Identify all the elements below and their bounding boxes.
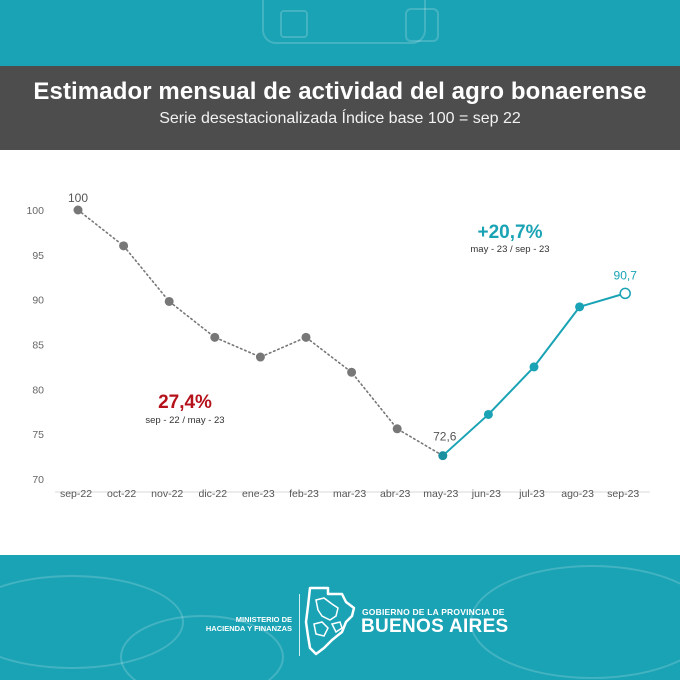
decorative-outline-icon	[405, 8, 439, 42]
chart-title: Estimador mensual de actividad del agro …	[33, 78, 647, 105]
x-tick-label: feb-23	[289, 488, 319, 500]
x-tick-label: mar-23	[333, 488, 366, 500]
decorative-outline-icon	[262, 0, 426, 44]
x-tick-label: sep-22	[60, 488, 92, 500]
y-tick-label: 95	[32, 250, 44, 262]
data-point	[619, 287, 631, 300]
data-point	[119, 241, 129, 251]
government-label: GOBIERNO DE LA PROVINCIA DE	[362, 607, 505, 617]
x-tick-label: ene-23	[242, 488, 275, 500]
x-tick-label: abr-23	[380, 488, 411, 500]
decorative-wave-icon	[470, 565, 680, 679]
data-point	[255, 352, 265, 362]
point-value-label: 72,6	[433, 430, 457, 444]
province-map-logo-icon	[304, 586, 356, 656]
x-tick-label: oct-22	[107, 488, 136, 500]
x-tick-label: may-23	[423, 488, 458, 500]
data-point	[347, 367, 357, 377]
data-point	[210, 332, 220, 342]
change-percent-annotation: 27,4%	[158, 392, 212, 413]
chart-card: 70 75 80 85 90 95 100 sep-22 oct-22 nov-22 dic-22 e…	[0, 150, 680, 555]
data-point	[575, 302, 585, 312]
y-tick-label: 85	[32, 340, 44, 352]
footer-divider	[299, 594, 300, 656]
change-period-annotation: may - 23 / sep - 23	[470, 244, 549, 255]
x-tick-label: jun-23	[471, 488, 501, 500]
top-decorative-band	[0, 0, 680, 66]
x-tick-label: dic-22	[198, 488, 227, 500]
declining-series-line	[77, 209, 444, 457]
x-tick-label: ago-23	[561, 488, 594, 500]
footer-band	[0, 555, 680, 680]
x-tick-label: nov-22	[151, 488, 183, 500]
change-percent-annotation: +20,7%	[478, 222, 543, 243]
data-point	[438, 451, 448, 461]
ministry-name: MINISTERIO DE HACIENDA Y FINANZAS	[205, 615, 292, 633]
x-tick-label: jul-23	[518, 488, 545, 500]
y-tick-label: 100	[26, 205, 44, 217]
point-value-label: 100	[68, 191, 88, 205]
chart-subtitle: Serie desestacionalizada Índice base 100…	[159, 110, 521, 127]
y-tick-label: 75	[32, 429, 44, 441]
data-point	[529, 362, 539, 372]
rising-series-line	[442, 292, 626, 457]
y-tick-label: 70	[32, 474, 44, 486]
change-period-annotation: sep - 22 / may - 23	[145, 415, 224, 426]
line-chart: 70 75 80 85 90 95 100 sep-22 oct-22 nov-22 dic-22 e…	[26, 191, 650, 500]
data-point	[164, 296, 174, 306]
decorative-outline-icon	[280, 10, 308, 38]
chart-header: Estimador mensual de actividad del agro …	[0, 66, 680, 150]
y-tick-label: 80	[32, 384, 44, 396]
province-name: BUENOS AIRES	[361, 616, 509, 637]
data-point	[301, 332, 311, 342]
x-tick-label: sep-23	[607, 488, 639, 500]
data-point	[392, 424, 402, 434]
data-point	[483, 409, 493, 419]
point-value-label: 90,7	[614, 268, 638, 282]
data-point	[73, 205, 83, 215]
y-tick-label: 90	[32, 295, 44, 307]
